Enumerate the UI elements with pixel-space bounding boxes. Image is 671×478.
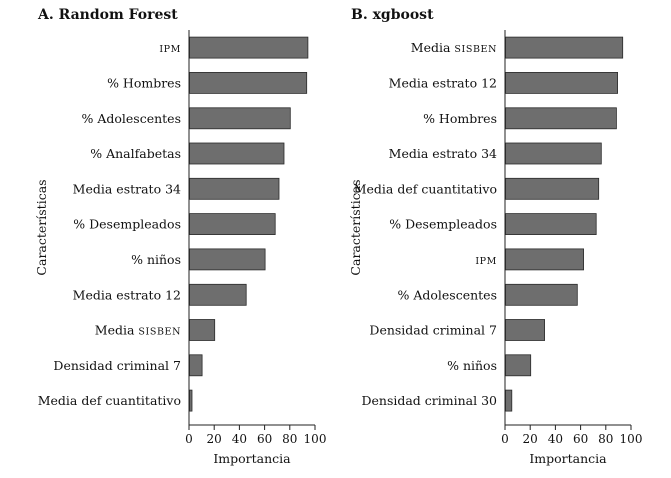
category-label: Media SISBEN: [95, 323, 181, 338]
bar: [189, 36, 309, 59]
category-label: Densidad criminal 7: [53, 358, 181, 373]
category-label: % Adolescentes: [82, 111, 182, 126]
category-label: % Hombres: [423, 111, 497, 126]
x-tick-label: 80: [282, 432, 297, 446]
bar: [189, 319, 216, 341]
bar: [189, 248, 266, 271]
x-tick-label: 40: [548, 432, 563, 446]
bar: [505, 283, 578, 306]
category-label: % niños: [131, 252, 181, 267]
bar: [189, 107, 291, 130]
y-axis-title: Características: [348, 179, 363, 275]
bar: [505, 72, 618, 94]
x-tick-label: 80: [598, 432, 613, 446]
category-label: Media estrato 34: [389, 146, 497, 161]
bar: [189, 177, 280, 200]
x-axis-title: Importancia: [213, 451, 291, 466]
x-tick-label: 0: [501, 432, 509, 446]
category-label: Media estrato 12: [389, 75, 497, 90]
chart-panel-1: A. Random Forest IPM % Hombres % Adolescent…: [34, 7, 326, 466]
chart-panel-2: B. xgboost Media SISBEN Media estrato 12 % …: [348, 7, 642, 466]
bar: [505, 389, 513, 412]
category-label: % Analfabetas: [90, 146, 181, 161]
x-tick-label: 0: [185, 432, 193, 446]
bar: [189, 72, 308, 94]
category-label: IPM: [475, 256, 497, 267]
x-tick-label: 100: [304, 432, 327, 446]
bar: [505, 319, 545, 341]
category-label: Media def cuantitativo: [38, 393, 181, 408]
category-label: % Hombres: [107, 75, 181, 90]
bar: [505, 142, 602, 165]
chart-title: B. xgboost: [351, 7, 434, 23]
x-tick-label: 100: [620, 432, 643, 446]
category-label: % niños: [447, 358, 497, 373]
bar: [505, 354, 532, 377]
category-label: Media SISBEN: [411, 40, 497, 55]
category-label: Densidad criminal 30: [361, 393, 497, 408]
chart-title: A. Random Forest: [37, 7, 178, 23]
x-tick-label: 40: [232, 432, 247, 446]
bar: [505, 107, 617, 130]
bar: [189, 213, 276, 236]
x-tick-label: 60: [573, 432, 588, 446]
category-label: Media estrato 12: [73, 287, 181, 302]
category-label: % Desempleados: [389, 217, 497, 232]
x-tick-label: 60: [257, 432, 272, 446]
bar: [189, 142, 285, 165]
bar: [505, 177, 600, 200]
y-axis-title: Características: [34, 179, 49, 275]
category-label: % Adolescentes: [398, 287, 498, 302]
x-tick-label: 20: [207, 432, 222, 446]
bar: [189, 389, 193, 412]
bar: [505, 248, 584, 271]
bar: [505, 36, 624, 59]
bar: [505, 213, 597, 236]
category-label: IPM: [159, 44, 181, 55]
category-label: % Desempleados: [73, 217, 181, 232]
category-label: Densidad criminal 7: [369, 323, 497, 338]
bar: [189, 283, 247, 306]
category-label: Media estrato 34: [73, 181, 181, 196]
bar: [189, 354, 203, 377]
category-label: Media def cuantitativo: [354, 181, 497, 196]
x-axis-title: Importancia: [529, 451, 607, 466]
x-tick-label: 20: [523, 432, 538, 446]
